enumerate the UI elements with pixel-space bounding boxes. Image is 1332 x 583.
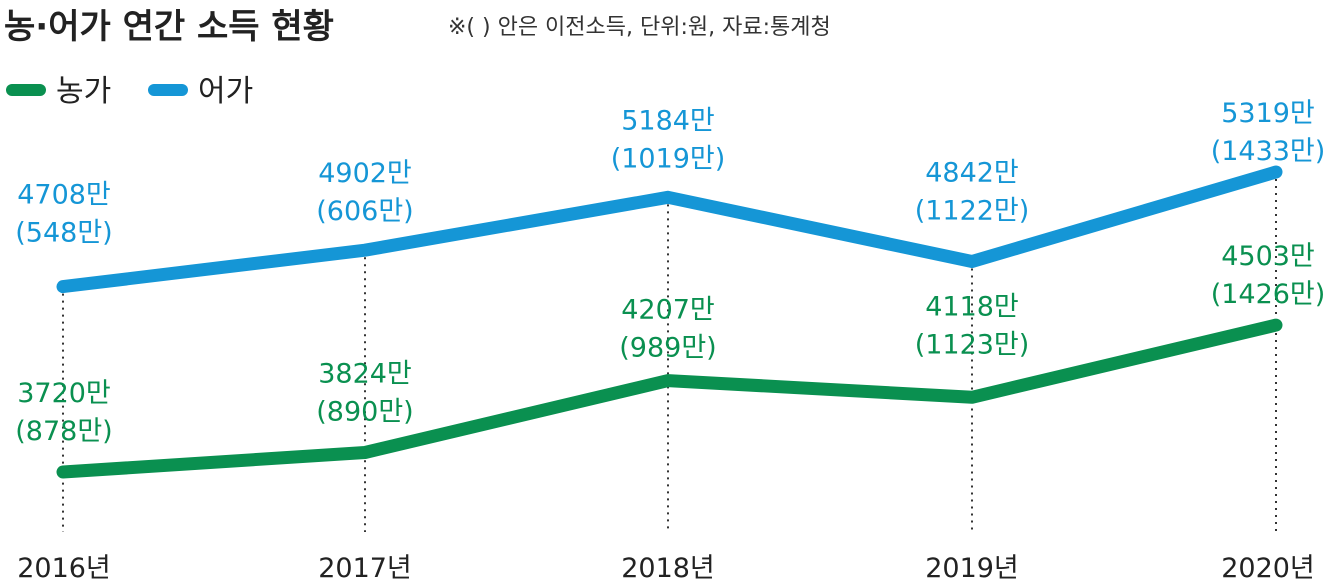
x-tick-label: 2017년 xyxy=(318,553,412,583)
data-sublabel-fish: (548만) xyxy=(15,218,112,249)
x-tick-label: 2019년 xyxy=(925,553,1019,583)
data-label-farm: 4503만 xyxy=(1221,241,1315,272)
data-labels: 3720만 (878만) 3824만 (890만) 4207만 (989만) 4118만 (1… xyxy=(15,98,1325,447)
data-sublabel-farm: (890만) xyxy=(316,396,413,427)
legend-label-farm: 농가 xyxy=(56,74,111,109)
data-sublabel-farm: (1123만) xyxy=(915,329,1030,360)
guide-lines xyxy=(62,172,1277,532)
x-tick-label: 2016년 xyxy=(17,553,111,583)
data-sublabel-fish: (1122만) xyxy=(915,195,1030,226)
chart-note: ※( ) 안은 이전소득, 단위:원, 자료:통계청 xyxy=(448,15,831,40)
x-tick-label: 2020년 xyxy=(1221,553,1315,583)
data-sublabel-fish: (1433만) xyxy=(1211,136,1326,167)
data-label-fish: 5184만 xyxy=(621,105,715,136)
data-label-fish: 4842만 xyxy=(925,157,1019,188)
chart-title: 농·어가 연간 소득 현황 xyxy=(4,7,334,47)
series-lines xyxy=(56,165,1283,479)
x-axis-ticks: 2016년 2017년 2018년 2019년 2020년 xyxy=(17,553,1315,583)
data-label-fish: 4902만 xyxy=(318,158,412,189)
data-sublabel-farm: (1426만) xyxy=(1211,279,1326,310)
data-sublabel-fish: (1019만) xyxy=(611,143,726,174)
data-sublabel-fish: (606만) xyxy=(316,196,413,227)
series-line-farm xyxy=(56,318,1283,479)
data-label-fish: 5319만 xyxy=(1221,98,1315,129)
data-sublabel-farm: (878만) xyxy=(15,416,112,447)
legend: 농가 어가 xyxy=(6,74,253,109)
data-label-farm: 4118만 xyxy=(925,291,1019,322)
x-tick-label: 2018년 xyxy=(621,553,715,583)
data-label-fish: 4708만 xyxy=(17,180,111,211)
data-label-farm: 4207만 xyxy=(621,295,715,326)
data-label-farm: 3824만 xyxy=(318,358,412,389)
legend-label-fish: 어가 xyxy=(198,74,253,109)
series-line-fish xyxy=(56,165,1283,294)
data-label-farm: 3720만 xyxy=(17,378,111,409)
data-sublabel-farm: (989만) xyxy=(619,333,716,364)
